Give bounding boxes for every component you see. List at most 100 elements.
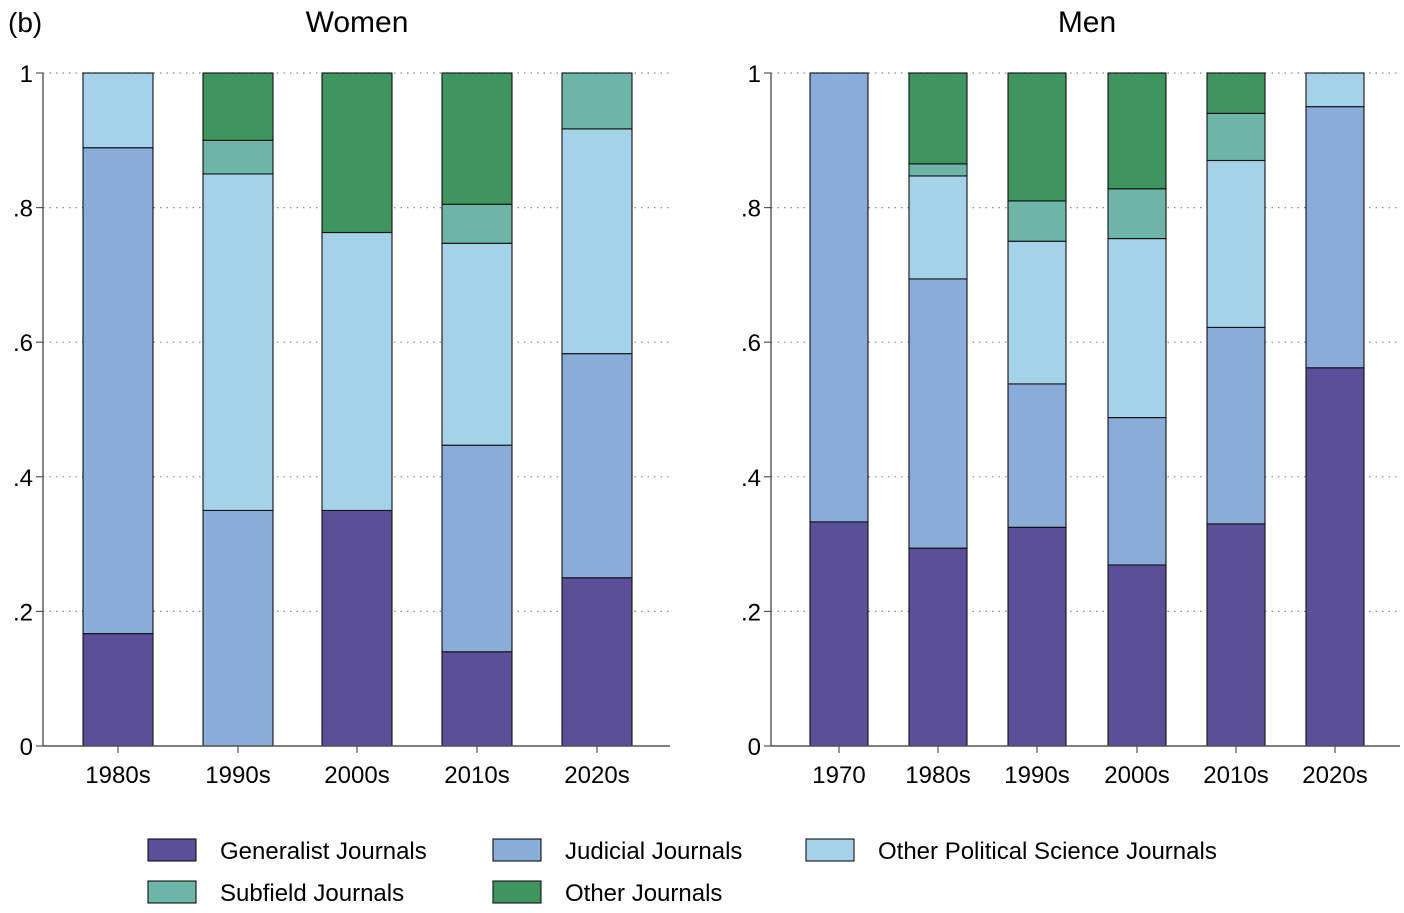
bar-other-journals-1990s — [202, 72, 274, 141]
bar-stack-1980s — [908, 72, 968, 747]
bar-other-political-science-journals-2020s — [561, 128, 633, 355]
legend-swatch — [805, 838, 855, 862]
legend-item-other-political-science-journals: Other Political Science Journals — [805, 838, 1217, 865]
bar-stack-2020s — [1305, 72, 1365, 747]
x-tick-label: 1980s — [85, 762, 150, 789]
y-tick-label: .8 — [13, 196, 33, 223]
bar-generalist-journals-1980s — [82, 633, 154, 747]
bar-other-journals-2010s — [1206, 72, 1266, 114]
legend-label: Other Journals — [565, 880, 722, 907]
bar-other-political-science-journals-1990s — [1007, 240, 1067, 385]
women-panel-title: Women — [306, 6, 409, 39]
bar-stack-2010s — [1206, 72, 1266, 747]
y-tick-label: .2 — [13, 599, 33, 626]
bar-subfield-journals-2000s — [1107, 188, 1167, 240]
bar-generalist-journals-2020s — [561, 577, 633, 747]
x-tick-label: 1990s — [205, 762, 270, 789]
bar-subfield-journals-2020s — [561, 72, 633, 130]
x-tick-label: 2010s — [1203, 762, 1268, 789]
panel-label: (b) — [8, 7, 42, 38]
bar-stack-2010s — [441, 72, 513, 747]
bar-judicial-journals-1990s — [1007, 383, 1067, 528]
bar-other-political-science-journals-2010s — [1206, 159, 1266, 328]
bar-judicial-journals-1980s — [82, 147, 154, 635]
women-panel: Women 0 .2 .4 .6 .8 1 1980s 1990s 2000s 2010s 2020s — [13, 6, 670, 789]
legend-item-judicial-journals: Judicial Journals — [492, 838, 742, 865]
bar-other-journals-2010s — [441, 72, 513, 205]
bar-generalist-journals-2020s — [1305, 367, 1365, 747]
bar-generalist-journals-1990s — [1007, 526, 1067, 747]
y-tick-label: .4 — [741, 465, 761, 492]
bar-judicial-journals-2000s — [1107, 417, 1167, 566]
bar-other-political-science-journals-1980s — [908, 175, 968, 280]
bar-judicial-journals-2010s — [1206, 326, 1266, 525]
bar-stack-1970 — [809, 72, 869, 747]
y-tick-label: .4 — [13, 465, 33, 492]
bar-other-political-science-journals-2010s — [441, 242, 513, 446]
legend-label: Subfield Journals — [220, 880, 404, 907]
bar-stack-1980s — [82, 72, 154, 747]
bar-other-journals-1980s — [908, 72, 968, 165]
legend-label: Other Political Science Journals — [878, 838, 1217, 865]
bar-judicial-journals-1970 — [809, 72, 869, 523]
x-tick-label: 2020s — [564, 762, 629, 789]
y-tick-label: 1 — [20, 61, 33, 88]
bar-generalist-journals-2000s — [321, 509, 393, 747]
bar-generalist-journals-2000s — [1107, 564, 1167, 747]
y-tick-label: 0 — [20, 734, 33, 761]
x-tick-label: 2010s — [444, 762, 509, 789]
bar-subfield-journals-2010s — [1206, 112, 1266, 162]
bar-stack-2000s — [321, 72, 393, 747]
legend-swatch — [147, 880, 197, 904]
bar-judicial-journals-2020s — [1305, 106, 1365, 369]
x-tick-label: 2000s — [324, 762, 389, 789]
bar-generalist-journals-2010s — [1206, 523, 1266, 747]
bar-subfield-journals-1980s — [908, 163, 968, 177]
bar-generalist-journals-1980s — [908, 547, 968, 747]
bar-other-journals-2000s — [1107, 72, 1167, 190]
y-tick-label: .6 — [741, 330, 761, 357]
legend-item-subfield-journals: Subfield Journals — [147, 880, 404, 907]
legend-swatch — [492, 838, 542, 862]
bar-judicial-journals-2020s — [561, 353, 633, 579]
x-tick-label: 2020s — [1302, 762, 1367, 789]
bar-other-journals-1990s — [1007, 72, 1067, 202]
bar-other-political-science-journals-2000s — [321, 231, 393, 512]
y-tick-label: 0 — [748, 734, 761, 761]
bar-subfield-journals-2010s — [441, 203, 513, 244]
bar-other-political-science-journals-2020s — [1305, 72, 1365, 108]
x-tick-label: 1980s — [905, 762, 970, 789]
legend-label: Judicial Journals — [565, 838, 742, 865]
bar-stack-2020s — [561, 72, 633, 747]
men-panel: Men 0 .2 .4 .6 .8 1 1970 1980s 1990s 2000s 2010s 202… — [741, 6, 1400, 789]
legend-swatch — [492, 880, 542, 904]
bar-subfield-journals-1990s — [1007, 200, 1067, 242]
bar-other-political-science-journals-1990s — [202, 173, 274, 511]
x-tick-label: 2000s — [1104, 762, 1169, 789]
legend: Generalist Journals Judicial Journals Othe… — [147, 838, 1217, 907]
men-panel-title: Men — [1058, 6, 1116, 39]
x-tick-label: 1970 — [812, 762, 865, 789]
bar-subfield-journals-1990s — [202, 139, 274, 175]
y-tick-label: .6 — [13, 330, 33, 357]
y-tick-label: 1 — [748, 61, 761, 88]
legend-label: Generalist Journals — [220, 838, 427, 865]
bar-stack-1990s — [202, 72, 274, 747]
bar-generalist-journals-2010s — [441, 651, 513, 747]
bar-other-journals-2000s — [321, 72, 393, 234]
bar-judicial-journals-1990s — [202, 509, 274, 747]
bar-stack-1990s — [1007, 72, 1067, 747]
bar-stack-2000s — [1107, 72, 1167, 747]
bar-generalist-journals-1970 — [809, 521, 869, 747]
bar-judicial-journals-1980s — [908, 278, 968, 549]
x-tick-label: 1990s — [1004, 762, 1069, 789]
legend-item-other-journals: Other Journals — [492, 880, 722, 907]
bar-judicial-journals-2010s — [441, 444, 513, 653]
legend-swatch — [147, 838, 197, 862]
y-tick-label: .8 — [741, 196, 761, 223]
bar-other-political-science-journals-1980s — [82, 72, 154, 149]
bar-other-political-science-journals-2000s — [1107, 238, 1167, 419]
legend-item-generalist-journals: Generalist Journals — [147, 838, 427, 865]
